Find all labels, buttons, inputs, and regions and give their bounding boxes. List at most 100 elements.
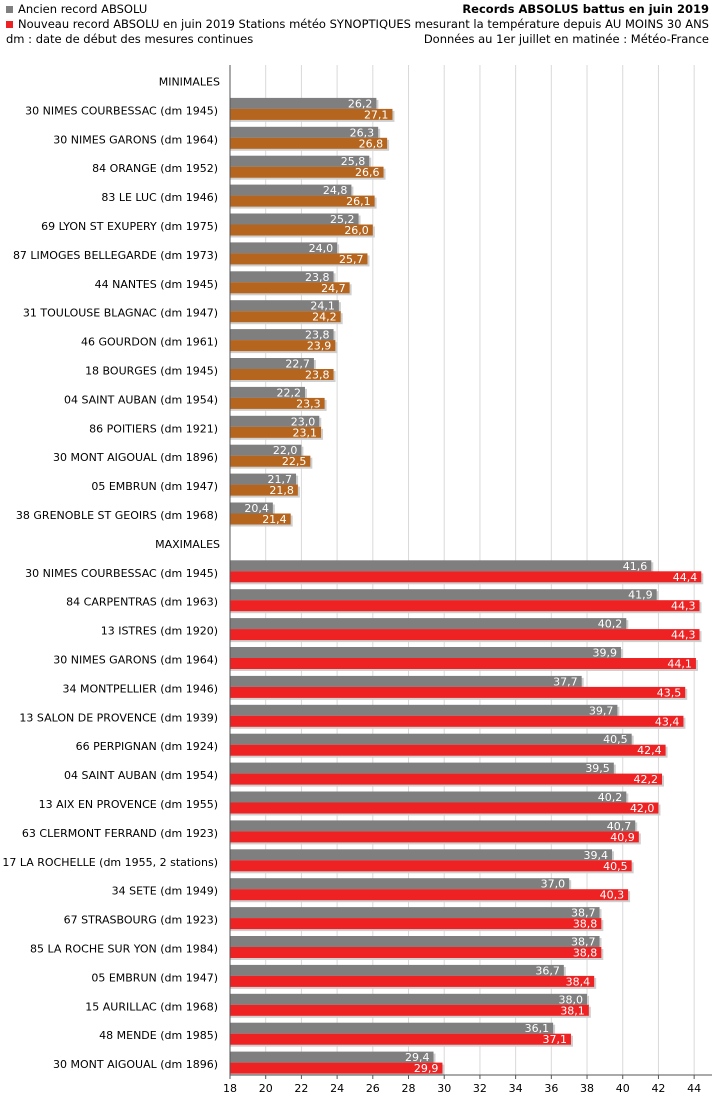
bar-new-record xyxy=(230,484,298,496)
bar-new-record xyxy=(230,253,368,265)
bar-new-record xyxy=(230,1033,571,1045)
data-label-new: 43,4 xyxy=(655,715,680,728)
data-label-new: 21,4 xyxy=(262,513,287,526)
data-label-old: 23,0 xyxy=(291,415,316,428)
data-label-new: 44,4 xyxy=(673,571,698,584)
category-label: 15 AURILLAC (dm 1968) xyxy=(85,1000,218,1013)
bar-old-record xyxy=(230,300,339,312)
bar-new-record xyxy=(230,340,336,352)
category-label: 69 LYON ST EXUPERY (dm 1975) xyxy=(41,220,218,233)
bar-old-record xyxy=(230,415,320,427)
data-label-old: 24,1 xyxy=(310,300,335,313)
data-label-new: 42,2 xyxy=(634,773,659,786)
bar-old-record xyxy=(230,878,570,890)
bar-new-record xyxy=(230,889,629,901)
category-label: 17 LA ROCHELLE (dm 1955, 2 stations) xyxy=(2,856,218,869)
data-label-new: 42,4 xyxy=(637,744,662,757)
data-label-old: 25,8 xyxy=(341,155,366,168)
bar-old-record xyxy=(230,502,273,514)
bar-new-record xyxy=(230,426,322,438)
data-label-old: 24,0 xyxy=(309,242,334,255)
data-label-new: 22,5 xyxy=(282,455,307,468)
bar-new-record xyxy=(230,195,375,207)
category-label: 04 SAINT AUBAN (dm 1954) xyxy=(64,769,218,782)
x-tick-label: 18 xyxy=(223,1082,237,1095)
bar-old-record xyxy=(230,386,305,398)
data-label-old: 21,7 xyxy=(268,473,293,486)
bar-new-record xyxy=(230,744,666,756)
data-label-old: 26,2 xyxy=(348,97,373,110)
category-label: 13 AIX EN PROVENCE (dm 1955) xyxy=(39,798,218,811)
data-label-old: 39,4 xyxy=(584,849,609,862)
legend-swatch-old xyxy=(6,6,13,13)
bar-new-record xyxy=(230,802,659,814)
category-label: 30 NIMES COURBESSAC (dm 1945) xyxy=(25,567,218,580)
x-tick-label: 30 xyxy=(437,1082,451,1095)
bar-new-record xyxy=(230,397,325,409)
category-label: 66 PERPIGNAN (dm 1924) xyxy=(76,740,218,753)
data-label-new: 44,3 xyxy=(671,629,696,642)
bar-new-record xyxy=(230,224,373,236)
data-label-new: 27,1 xyxy=(364,108,389,121)
x-tick-label: 42 xyxy=(651,1082,665,1095)
bar-new-record xyxy=(230,455,311,467)
data-label-old: 38,7 xyxy=(571,936,596,949)
data-label-new: 43,5 xyxy=(657,686,682,699)
data-label-new: 24,7 xyxy=(321,282,346,295)
category-label: 34 MONTPELLIER (dm 1946) xyxy=(62,682,218,695)
bar-old-record xyxy=(230,733,632,745)
category-label: 05 EMBRUN (dm 1947) xyxy=(91,971,218,984)
group-heading: MINIMALES xyxy=(159,75,220,88)
bar-old-record xyxy=(230,849,613,861)
bar-old-record xyxy=(230,271,334,283)
bar-new-record xyxy=(230,282,350,294)
legend-label-new: Nouveau record ABSOLU en juin 2019 xyxy=(18,17,235,31)
bar-old-record xyxy=(230,907,600,919)
bar-new-record xyxy=(230,1062,443,1074)
data-label-old: 40,5 xyxy=(603,733,628,746)
data-label-new: 23,3 xyxy=(296,397,321,410)
data-label-new: 25,7 xyxy=(339,253,364,266)
bar-new-record xyxy=(230,600,700,612)
data-label-old: 36,7 xyxy=(535,964,560,977)
data-label-new: 44,1 xyxy=(667,658,692,671)
data-label-new: 23,9 xyxy=(307,340,332,353)
data-label-new: 40,3 xyxy=(600,889,625,902)
bar-new-record xyxy=(230,831,639,843)
bar-old-record xyxy=(230,964,564,976)
bar-old-record xyxy=(230,97,377,109)
data-label-new: 40,9 xyxy=(610,831,635,844)
bar-old-record xyxy=(230,213,359,225)
category-label: 30 NIMES COURBESSAC (dm 1945) xyxy=(25,104,218,117)
data-label-old: 20,4 xyxy=(244,502,269,515)
data-label-old: 25,2 xyxy=(330,213,355,226)
bar-old-record xyxy=(230,242,338,254)
legend-note: dm : date de début des mesures continues xyxy=(6,32,253,47)
bar-old-record xyxy=(230,762,614,774)
category-label: 05 EMBRUN (dm 1947) xyxy=(91,480,218,493)
category-label: 84 ORANGE (dm 1952) xyxy=(92,162,218,175)
bar-new-record xyxy=(230,715,684,727)
data-label-old: 41,6 xyxy=(623,560,648,573)
bar-new-record xyxy=(230,947,602,958)
x-tick-label: 38 xyxy=(580,1082,594,1095)
data-label-new: 44,3 xyxy=(671,600,696,613)
bar-old-record xyxy=(230,444,302,456)
bar-new-record xyxy=(230,629,700,641)
category-label: 48 MENDE (dm 1985) xyxy=(99,1029,218,1042)
bar-old-record xyxy=(230,358,314,369)
bar-old-record xyxy=(230,675,582,687)
bar-old-record xyxy=(230,126,379,138)
data-label-new: 38,1 xyxy=(560,1004,585,1017)
legend-item-old: Ancien record ABSOLU xyxy=(6,2,253,17)
data-label-new: 24,2 xyxy=(312,311,337,324)
data-label-old: 23,8 xyxy=(305,329,330,342)
data-label-old: 38,0 xyxy=(559,993,584,1006)
data-label-old: 41,9 xyxy=(628,589,653,602)
data-label-old: 39,9 xyxy=(592,647,617,660)
data-label-old: 22,2 xyxy=(276,386,301,399)
bar-new-record xyxy=(230,137,388,149)
data-label-new: 26,8 xyxy=(359,137,384,150)
category-label: 04 SAINT AUBAN (dm 1954) xyxy=(64,393,218,406)
bar-old-record xyxy=(230,704,618,716)
